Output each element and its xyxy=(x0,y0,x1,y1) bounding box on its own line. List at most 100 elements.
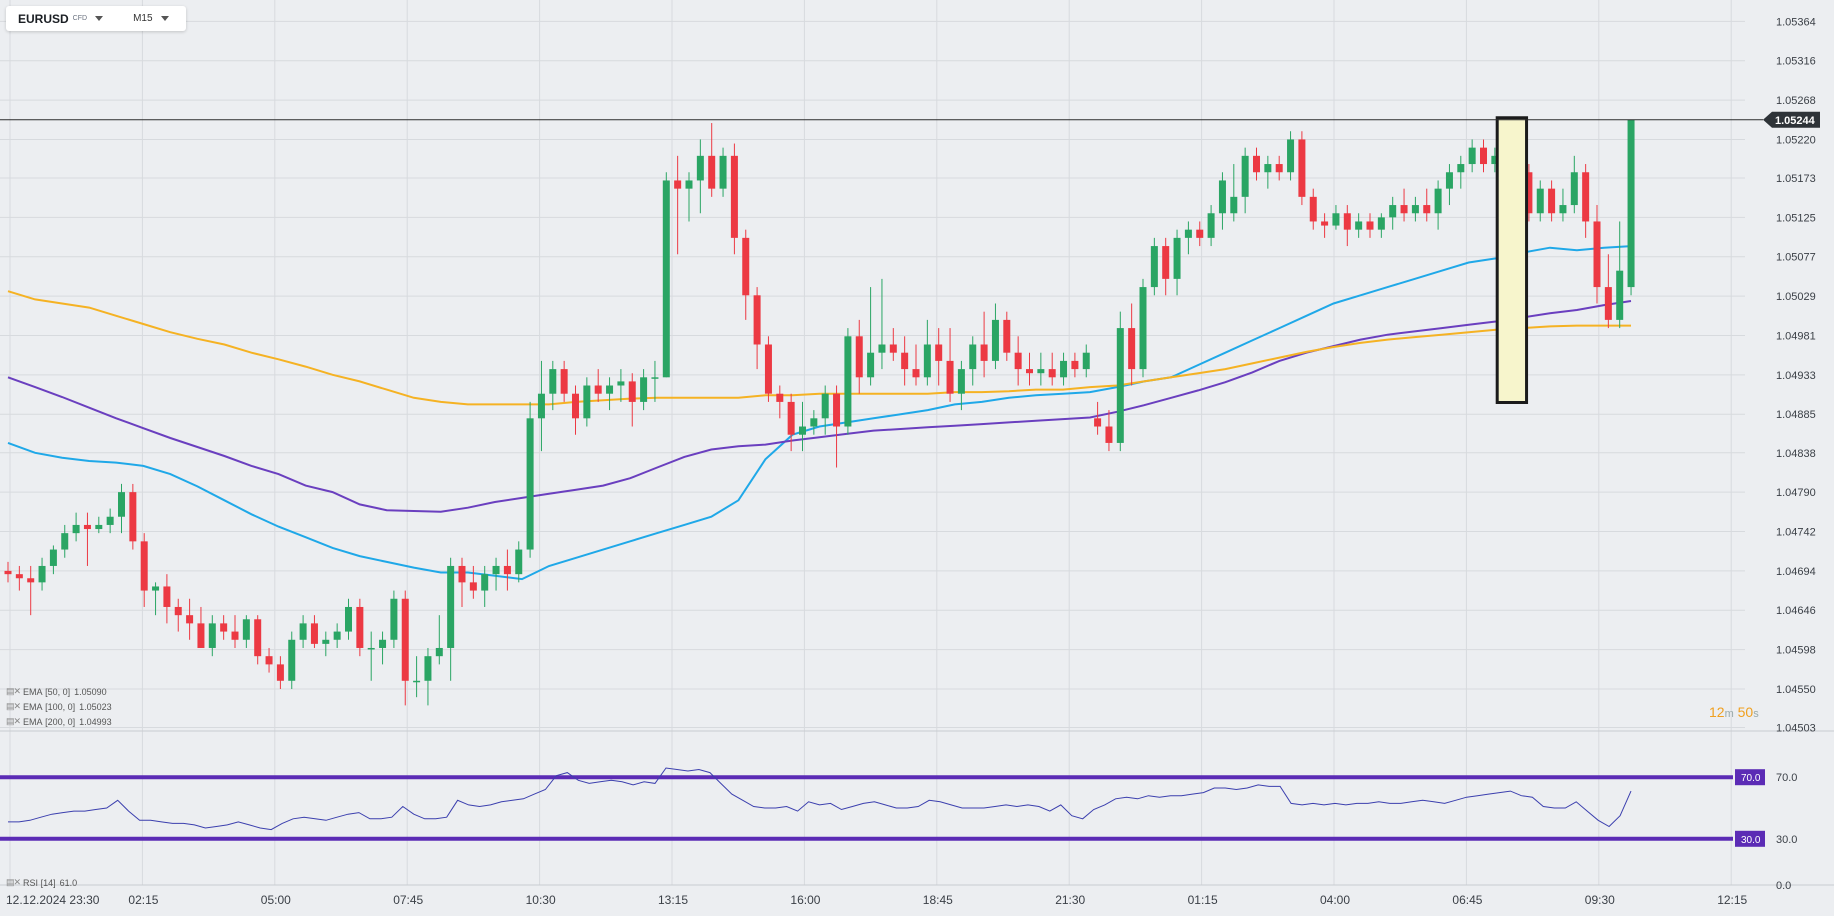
candle xyxy=(1309,188,1317,230)
time-tick-label: 18:45 xyxy=(923,893,953,907)
candle-body xyxy=(662,180,670,378)
settings-close-icon[interactable]: ▤✕ xyxy=(6,686,21,696)
candle-body xyxy=(1116,328,1124,443)
candle-body xyxy=(492,565,500,575)
price-tick-label: 1.04790 xyxy=(1776,487,1816,499)
candle-body xyxy=(1014,352,1022,370)
rsi-line xyxy=(8,767,1632,831)
candle-body xyxy=(174,606,182,616)
candle xyxy=(685,172,693,222)
candles[interactable] xyxy=(4,119,1635,706)
timeframe-selector[interactable]: M15 xyxy=(133,13,169,24)
candle xyxy=(628,373,636,427)
candle-body xyxy=(855,336,863,378)
candle xyxy=(833,385,841,468)
candle-body xyxy=(685,180,693,189)
price-tick-label: 1.05220 xyxy=(1776,134,1816,146)
candle-body xyxy=(15,574,23,579)
candle xyxy=(1026,352,1033,386)
candle xyxy=(730,143,738,255)
price-tick-label: 1.04503 xyxy=(1776,723,1816,735)
candle-body xyxy=(1309,196,1317,222)
settings-close-icon[interactable]: ▤✕ xyxy=(6,701,21,711)
candle-body xyxy=(1548,188,1556,214)
candle xyxy=(481,565,489,607)
time-tick-label: 13:15 xyxy=(658,893,688,907)
rsi-level-tag-label: 70.0 xyxy=(1741,773,1761,784)
rsi-tick-label: 0.0 xyxy=(1776,880,1791,892)
candle xyxy=(1173,229,1181,296)
candle-body xyxy=(878,344,886,353)
candle-body xyxy=(1582,172,1590,222)
settings-close-icon[interactable]: ▤✕ xyxy=(6,716,21,726)
price-axis: 1.05364 1.05316 1.05268 1.05220 1.05173 1.051… xyxy=(1763,16,1820,735)
indicator-name: EMA xyxy=(23,716,43,727)
ema-200-legend[interactable]: ▤✕ EMA [200, 0] 1.04993 xyxy=(6,716,112,727)
candle xyxy=(174,598,182,632)
candle xyxy=(515,541,523,583)
price-tick-label: 1.04885 xyxy=(1776,409,1816,421)
candle xyxy=(878,278,886,370)
ema-100-legend[interactable]: ▤✕ EMA [100, 0] 1.05023 xyxy=(6,701,112,712)
candle xyxy=(708,123,716,197)
candle xyxy=(1525,164,1533,222)
candle-body xyxy=(844,336,852,427)
candle-body xyxy=(957,369,965,394)
candle-body xyxy=(424,656,432,681)
price-tick-label: 1.04742 xyxy=(1776,527,1816,539)
settings-close-icon[interactable]: ▤✕ xyxy=(6,877,21,887)
candle-body xyxy=(526,418,534,550)
candle-body xyxy=(617,381,625,386)
candle xyxy=(662,172,670,378)
candle-body xyxy=(1082,352,1090,370)
candle-body xyxy=(742,237,750,296)
time-tick-label: 12.12.2024 23:30 xyxy=(6,893,100,907)
ema-50-legend[interactable]: ▤✕ EMA [50, 0] 1.05090 xyxy=(6,686,107,697)
chevron-down-icon xyxy=(95,16,104,21)
candle-body xyxy=(1026,369,1033,374)
candle-body xyxy=(594,385,602,394)
candle-body xyxy=(1150,246,1158,288)
candle xyxy=(935,328,943,386)
candle-body xyxy=(1377,217,1385,230)
candle-body xyxy=(1491,155,1499,165)
rsi-level-tag-label: 30.0 xyxy=(1741,835,1761,846)
candle-body xyxy=(935,344,943,361)
time-tick-label: 02:15 xyxy=(128,893,158,907)
candle xyxy=(957,360,965,411)
indicator-name: EMA xyxy=(23,701,43,712)
candle xyxy=(424,647,432,706)
symbol-selector[interactable]: EURUSD CFD xyxy=(6,12,104,26)
candle-body xyxy=(1071,360,1079,370)
candle xyxy=(821,385,829,435)
indicator-value: 1.04993 xyxy=(79,716,112,727)
candle xyxy=(458,557,466,607)
candle-body xyxy=(447,565,455,648)
candle-body xyxy=(1559,205,1567,214)
candle xyxy=(1457,155,1465,189)
rsi-legend[interactable]: ▤✕ RSI [14] 61.0 xyxy=(6,877,77,888)
candle-body xyxy=(537,393,545,419)
candle-body xyxy=(980,344,988,361)
candle xyxy=(1275,155,1283,181)
time-tick-label: 05:00 xyxy=(261,893,291,907)
candle xyxy=(1434,180,1442,230)
candle xyxy=(1139,278,1147,378)
time-tick-label: 06:45 xyxy=(1452,893,1482,907)
candle-body xyxy=(1230,196,1238,214)
candle-body xyxy=(708,155,716,189)
candle-body xyxy=(1287,139,1295,173)
candle xyxy=(299,615,307,648)
candle-body xyxy=(1445,172,1453,189)
rsi-level-tag xyxy=(1735,830,1765,847)
candle xyxy=(855,319,863,394)
candle-body xyxy=(333,631,341,640)
candle-body xyxy=(231,631,239,640)
chevron-down-icon xyxy=(160,16,169,21)
candle xyxy=(390,590,398,648)
candle xyxy=(356,598,364,657)
candle-body xyxy=(1570,172,1578,206)
candle xyxy=(469,565,477,599)
candle-body xyxy=(1094,418,1102,427)
